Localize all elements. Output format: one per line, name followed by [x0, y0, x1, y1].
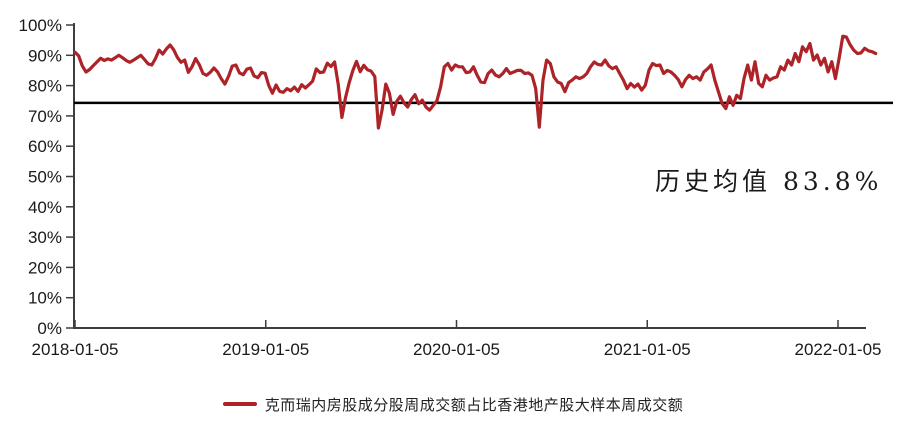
y-tick-label: 60% — [28, 137, 62, 156]
y-tick-label: 10% — [28, 289, 62, 308]
y-tick-label: 50% — [28, 168, 62, 187]
x-tick-label: 2022-01-05 — [795, 340, 882, 359]
x-tick-label: 2019-01-05 — [222, 340, 309, 359]
y-tick-label: 70% — [28, 107, 62, 126]
y-tick-label: 30% — [28, 228, 62, 247]
legend: 克而瑞内房股成分股周成交额占比香港地产股大样本周成交额 — [0, 392, 906, 416]
x-tick-label: 2020-01-05 — [413, 340, 500, 359]
y-tick-label: 80% — [28, 77, 62, 96]
y-tick-label: 0% — [37, 319, 62, 338]
mean-annotation: 历史均值 83.8% — [655, 167, 883, 196]
y-tick-label: 20% — [28, 258, 62, 277]
y-tick-label: 40% — [28, 198, 62, 217]
y-tick-label: 100% — [19, 16, 62, 35]
x-tick-label: 2021-01-05 — [604, 340, 691, 359]
legend-line-swatch — [222, 402, 257, 406]
x-tick-label: 2018-01-05 — [32, 340, 119, 359]
legend-series-label: 克而瑞内房股成分股周成交额占比香港地产股大样本周成交额 — [264, 396, 684, 414]
series-line — [73, 34, 878, 130]
y-tick-label: 90% — [28, 46, 62, 65]
